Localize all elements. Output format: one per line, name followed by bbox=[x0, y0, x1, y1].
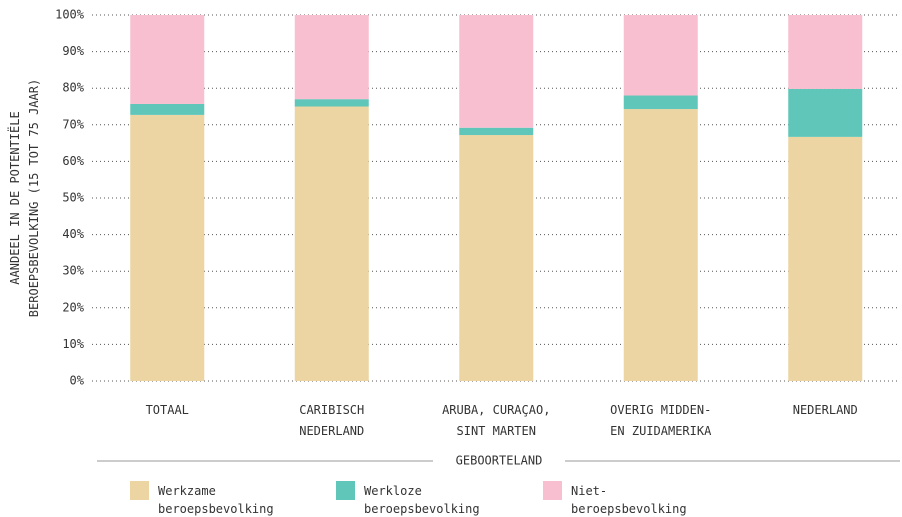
bar-segment bbox=[788, 136, 863, 381]
legend-swatch bbox=[130, 481, 149, 500]
x-tick-label: CARIBISCH NEDERLAND bbox=[299, 403, 364, 438]
y-tick-label: 20% bbox=[62, 300, 84, 314]
y-tick-label: 50% bbox=[62, 191, 84, 205]
x-tick-label: TOTAAL bbox=[146, 403, 189, 417]
bar-segment bbox=[130, 15, 205, 104]
x-tick-label: ARUBA, CURAÇAO, SINT MARTEN bbox=[442, 403, 550, 438]
y-tick-label: 90% bbox=[62, 44, 84, 58]
x-tick-label: OVERIG MIDDEN-EN ZUIDAMERIKA bbox=[610, 403, 712, 438]
bar-segment bbox=[623, 95, 698, 110]
legend-label: Werkloze beroepsbevolking bbox=[364, 484, 480, 516]
legend-label: Werkzame beroepsbevolking bbox=[158, 484, 274, 516]
bar-segment bbox=[459, 127, 534, 136]
legend-swatch bbox=[543, 481, 562, 500]
bar-segment bbox=[294, 99, 369, 107]
y-tick-label: 40% bbox=[62, 227, 84, 241]
bar-segment bbox=[130, 114, 205, 381]
legend-label: Niet-beroepsbevolking bbox=[571, 484, 687, 516]
bar-segment bbox=[788, 88, 863, 137]
y-tick-label: 60% bbox=[62, 154, 84, 168]
y-axis-label: AANDEEL IN DE POTENTIËLE BEROEPSBEVOLKING… bbox=[7, 79, 41, 317]
x-axis-label: GEBOORTELAND bbox=[456, 454, 543, 468]
y-tick-label: 0% bbox=[70, 374, 85, 388]
y-tick-label: 80% bbox=[62, 81, 84, 95]
y-tick-label: 30% bbox=[62, 264, 84, 278]
bar-segment bbox=[623, 15, 698, 96]
bar-segment bbox=[294, 15, 369, 100]
bar-segment bbox=[459, 15, 534, 128]
legend-swatch bbox=[336, 481, 355, 500]
y-tick-label: 100% bbox=[55, 8, 85, 22]
y-tick-label: 10% bbox=[62, 337, 84, 351]
bar-segment bbox=[788, 15, 863, 89]
y-tick-label: 70% bbox=[62, 117, 84, 131]
bar-segment bbox=[459, 135, 534, 381]
bar-segment bbox=[623, 109, 698, 381]
bar-segment bbox=[130, 103, 205, 115]
x-tick-label: NEDERLAND bbox=[793, 403, 858, 417]
bar-segment bbox=[294, 106, 369, 381]
